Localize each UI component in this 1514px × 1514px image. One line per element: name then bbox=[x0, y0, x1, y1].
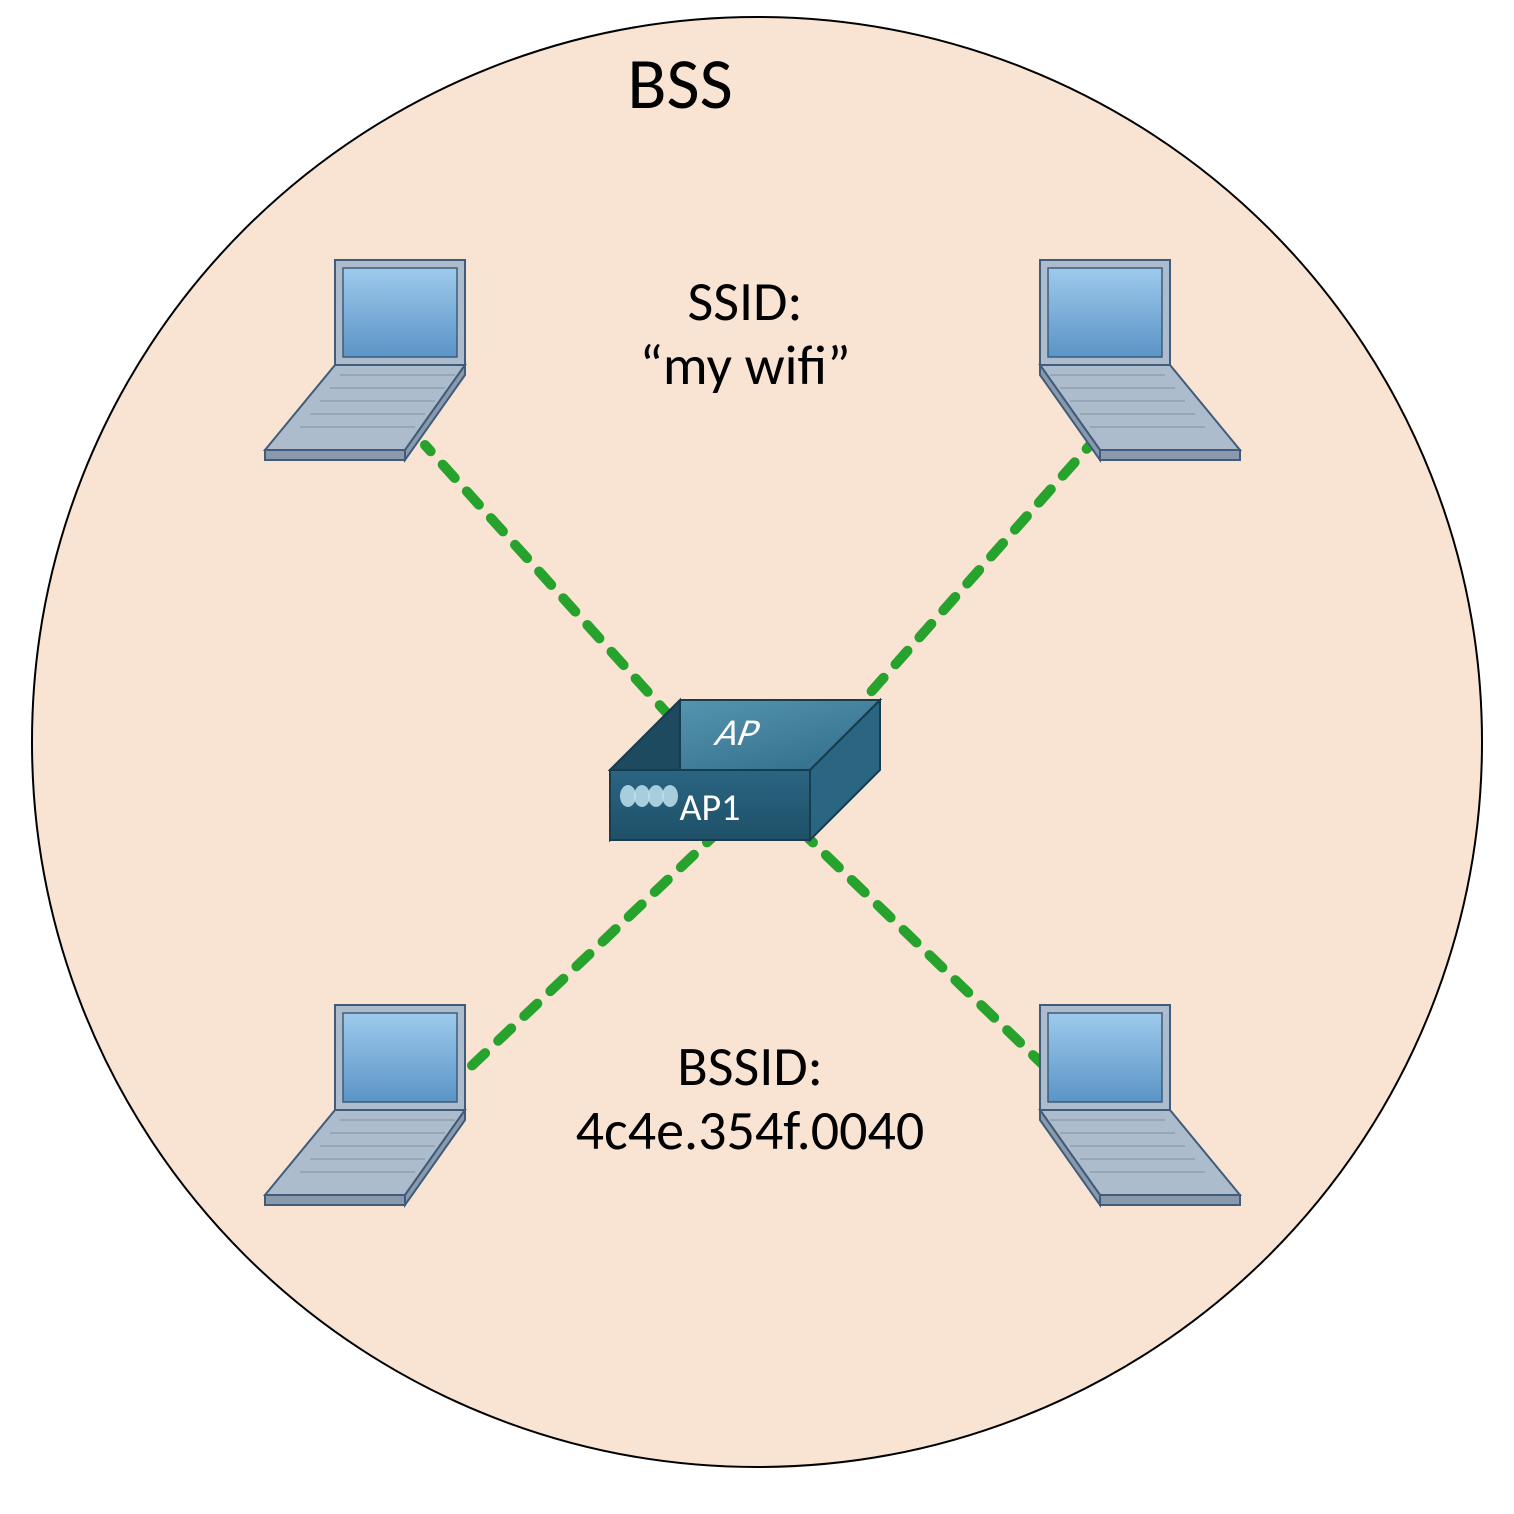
bss-diagram: AP AP1 BSS SSID: “my wifi” BSSID: bbox=[0, 0, 1514, 1514]
ssid-label-block: SSID: “my wifi” bbox=[545, 270, 945, 399]
ap-front-label: AP1 bbox=[680, 785, 741, 831]
bss-title: BSS bbox=[550, 40, 810, 128]
ssid-value: “my wifi” bbox=[639, 332, 850, 400]
diagram-svg: AP AP1 bbox=[0, 0, 1514, 1514]
ssid-label: SSID: bbox=[687, 268, 802, 336]
bssid-label-block: BSSID: 4c4e.354f.0040 bbox=[490, 1035, 1010, 1164]
bssid-value: 4c4e.354f.0040 bbox=[576, 1097, 925, 1165]
bssid-label: BSSID: bbox=[677, 1033, 822, 1101]
